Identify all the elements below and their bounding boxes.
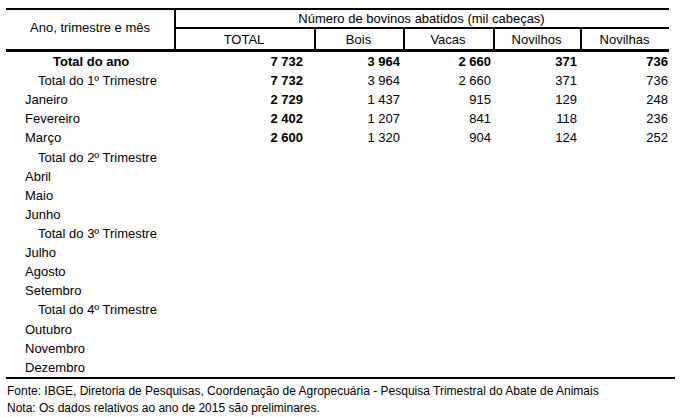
table-row: Setembro bbox=[6, 281, 669, 300]
table-body: Total do ano7 7323 9642 660371736Total d… bbox=[6, 52, 669, 377]
preliminary-note: Nota: Os dados relativos ao ano de 2015 … bbox=[7, 401, 320, 415]
row-label: Março bbox=[6, 130, 174, 145]
table-row: Abril bbox=[6, 167, 669, 186]
source-note: Fonte: IBGE, Diretoria de Pesquisas, Coo… bbox=[7, 384, 599, 398]
value-cell: 3 964 bbox=[314, 73, 403, 88]
abate-bovinos-table-page: Ano, trimestre e mês Número de bovinos a… bbox=[0, 0, 691, 417]
value-cell: 252 bbox=[580, 130, 669, 145]
value-cell: 248 bbox=[580, 92, 669, 107]
table-row: Total do 4º Trimestre bbox=[6, 300, 669, 319]
column-header-total: TOTAL bbox=[174, 32, 314, 47]
row-label: Total do 3º Trimestre bbox=[6, 226, 174, 241]
value-cell: 841 bbox=[403, 111, 493, 126]
table-row: Janeiro2 7291 437915129248 bbox=[6, 90, 669, 109]
table-row: Junho bbox=[6, 205, 669, 224]
table-row: Total do 1º Trimestre7 7323 9642 6603717… bbox=[6, 71, 669, 90]
row-label: Janeiro bbox=[6, 92, 174, 107]
table-row: Outubro bbox=[6, 320, 669, 339]
table-top-rule bbox=[6, 8, 669, 10]
value-cell: 736 bbox=[580, 73, 669, 88]
column-header-novilhas: Novilhas bbox=[580, 32, 669, 47]
value-cell: 124 bbox=[493, 130, 580, 145]
table-row: Total do 3º Trimestre bbox=[6, 224, 669, 243]
value-cell: 1 320 bbox=[314, 130, 403, 145]
table-row: Novembro bbox=[6, 339, 669, 358]
row-label: Novembro bbox=[6, 341, 174, 356]
table-bottom-rule bbox=[6, 377, 675, 379]
span-header-label: Número de bovinos abatidos (mil cabeças) bbox=[174, 11, 669, 26]
value-cell: 3 964 bbox=[314, 54, 403, 69]
column-header-novilhos: Novilhos bbox=[493, 32, 580, 47]
value-cell: 2 660 bbox=[403, 54, 493, 69]
row-label: Abril bbox=[6, 169, 174, 184]
table-row: Maio bbox=[6, 186, 669, 205]
row-label: Total do 1º Trimestre bbox=[6, 73, 174, 88]
row-label: Total do ano bbox=[6, 54, 174, 69]
value-cell: 2 600 bbox=[174, 130, 314, 145]
table-row: Fevereiro2 4021 207841118236 bbox=[6, 109, 669, 128]
row-header-label: Ano, trimestre e mês bbox=[6, 20, 174, 35]
table-row: Total do 2º Trimestre bbox=[6, 148, 669, 167]
value-cell: 236 bbox=[580, 111, 669, 126]
table-row: Agosto bbox=[6, 262, 669, 281]
value-cell: 2 402 bbox=[174, 111, 314, 126]
row-label: Maio bbox=[6, 188, 174, 203]
row-label: Setembro bbox=[6, 283, 174, 298]
row-label: Julho bbox=[6, 245, 174, 260]
table-row: Dezembro bbox=[6, 358, 669, 377]
value-cell: 129 bbox=[493, 92, 580, 107]
row-label: Total do 2º Trimestre bbox=[6, 150, 174, 165]
value-cell: 371 bbox=[493, 73, 580, 88]
row-label: Dezembro bbox=[6, 360, 174, 375]
value-cell: 1 207 bbox=[314, 111, 403, 126]
value-cell: 904 bbox=[403, 130, 493, 145]
value-cell: 371 bbox=[493, 54, 580, 69]
row-label: Fevereiro bbox=[6, 111, 174, 126]
value-cell: 7 732 bbox=[174, 54, 314, 69]
column-header-bois: Bois bbox=[314, 32, 403, 47]
value-cell: 118 bbox=[493, 111, 580, 126]
table-row: Total do ano7 7323 9642 660371736 bbox=[6, 52, 669, 71]
table-row: Março2 6001 320904124252 bbox=[6, 128, 669, 147]
value-cell: 2 729 bbox=[174, 92, 314, 107]
row-label: Junho bbox=[6, 207, 174, 222]
column-header-vacas: Vacas bbox=[403, 32, 493, 47]
span-header-bottom-rule bbox=[174, 27, 669, 29]
value-cell: 2 660 bbox=[403, 73, 493, 88]
value-cell: 1 437 bbox=[314, 92, 403, 107]
row-label: Outubro bbox=[6, 322, 174, 337]
value-cell: 7 732 bbox=[174, 73, 314, 88]
table-row: Julho bbox=[6, 243, 669, 262]
value-cell: 915 bbox=[403, 92, 493, 107]
row-label: Total do 4º Trimestre bbox=[6, 302, 174, 317]
row-label: Agosto bbox=[6, 264, 174, 279]
value-cell: 736 bbox=[580, 54, 669, 69]
